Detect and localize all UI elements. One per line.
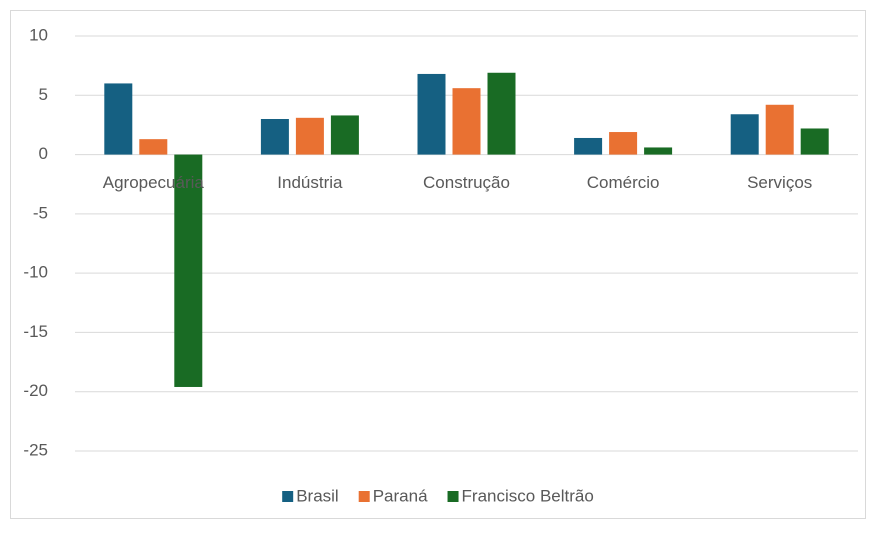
bar	[730, 114, 759, 155]
x-tick-label: Construção	[423, 173, 510, 192]
bar	[260, 119, 289, 155]
y-tick-label: 0	[39, 144, 48, 163]
bar	[800, 128, 829, 155]
y-tick-label: -20	[23, 381, 48, 400]
bar	[174, 154, 203, 387]
y-tick-label: -10	[23, 263, 48, 282]
bar	[644, 147, 673, 155]
x-tick-label: Serviços	[747, 173, 812, 192]
legend-swatch	[358, 491, 370, 502]
bar	[452, 88, 481, 155]
x-tick-label: Comércio	[587, 173, 660, 192]
bar	[609, 132, 638, 155]
bar	[330, 115, 359, 155]
bar	[487, 72, 516, 155]
x-tick-label: Indústria	[277, 173, 343, 192]
y-tick-label: 10	[29, 25, 48, 44]
bar	[139, 139, 168, 155]
legend-label: Brasil	[296, 486, 339, 505]
y-tick-label: -25	[23, 440, 48, 459]
bar	[765, 104, 794, 155]
x-tick-label: Agropecuária	[103, 173, 205, 192]
legend-swatch	[447, 491, 459, 502]
y-tick-label: -5	[33, 203, 48, 222]
bar	[417, 73, 446, 155]
legend-label: Francisco Beltrão	[462, 486, 594, 505]
bar	[295, 117, 324, 155]
y-tick-label: 5	[39, 85, 48, 104]
legend-swatch	[282, 491, 294, 502]
bar	[574, 137, 603, 155]
y-tick-label: -15	[23, 322, 48, 341]
legend-label: Paraná	[373, 486, 428, 505]
bar	[104, 83, 133, 155]
